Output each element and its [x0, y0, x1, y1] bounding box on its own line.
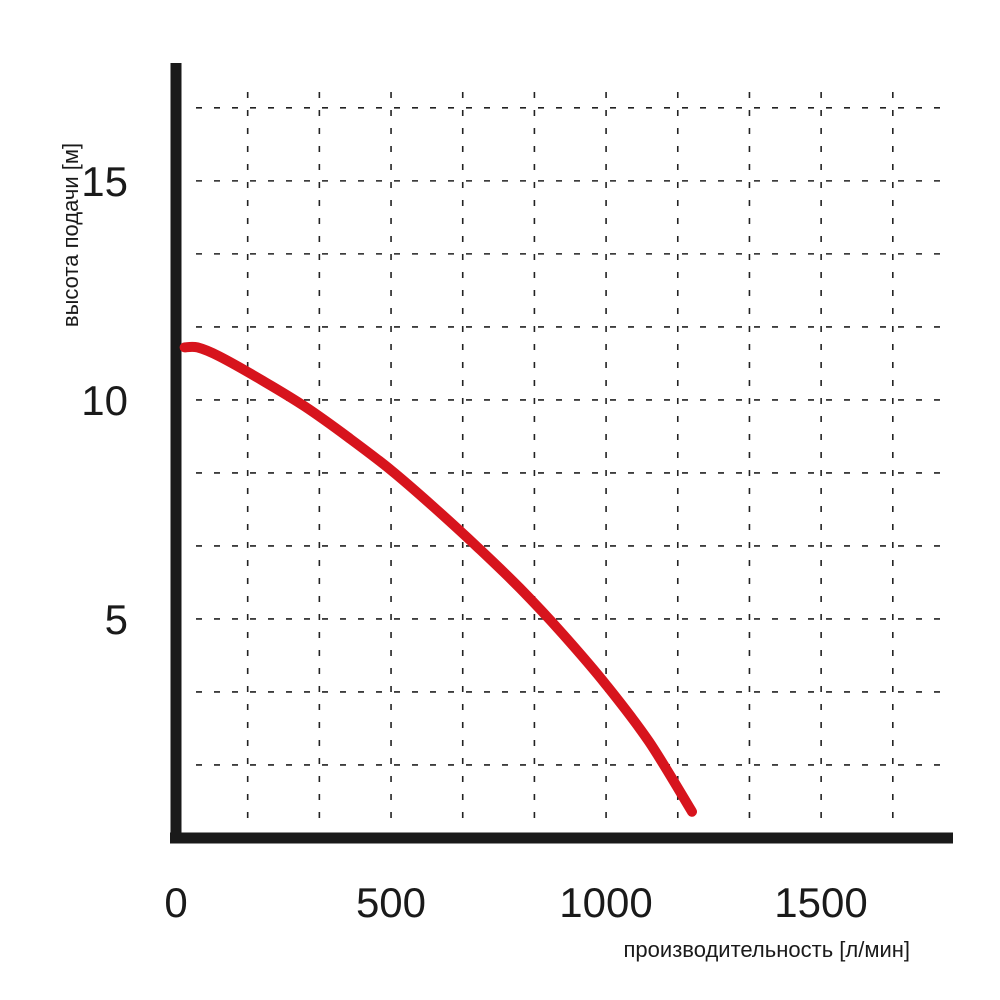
- tick-labels: 0 500 1000 1500 5 10 15: [81, 158, 867, 926]
- grid: [196, 92, 940, 830]
- x-tick-label: 1000: [559, 879, 652, 926]
- y-axis-title: высота подачи [м]: [58, 143, 83, 327]
- y-tick-label: 5: [105, 596, 128, 643]
- x-tick-label: 1500: [774, 879, 867, 926]
- x-tick-label: 500: [356, 879, 426, 926]
- y-tick-label: 10: [81, 377, 128, 424]
- y-tick-label: 15: [81, 158, 128, 205]
- x-tick-label: 0: [164, 879, 187, 926]
- x-axis-title: производительность [л/мин]: [624, 937, 910, 962]
- series-line: [179, 341, 697, 817]
